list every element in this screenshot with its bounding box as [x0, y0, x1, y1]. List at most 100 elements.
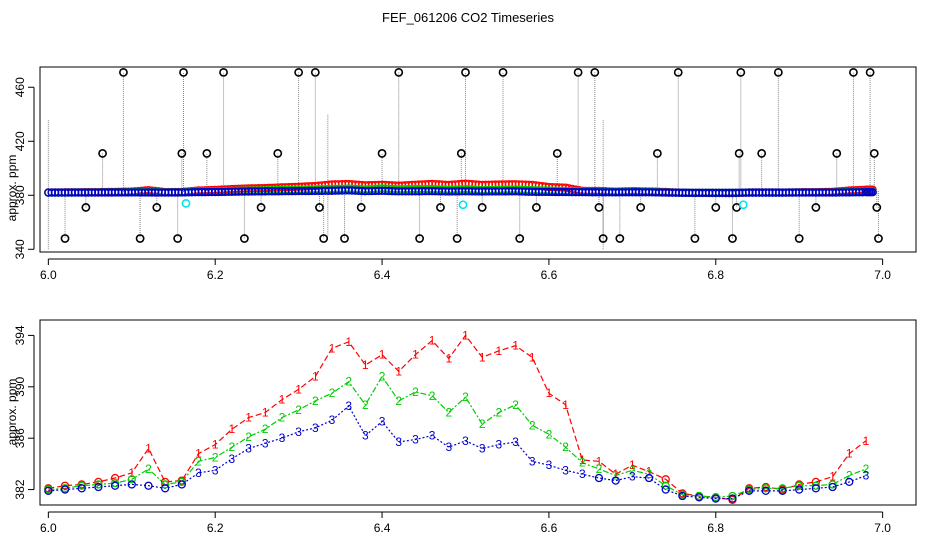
series-point-3: [77, 484, 86, 493]
outlier-point: [757, 149, 767, 158]
outlier-point: [394, 68, 404, 77]
outlier-point: [590, 68, 600, 77]
outlier-point: [498, 68, 508, 77]
series-point-3: [678, 491, 687, 501]
series-point-1: [60, 481, 70, 490]
series-marker-1: 1: [629, 458, 636, 472]
series-line-1: [48, 334, 867, 501]
series-marker-2: 2: [245, 430, 252, 444]
series-marker-3: 3: [429, 429, 436, 443]
outlier-point: [615, 234, 625, 243]
series-point-2: [94, 480, 103, 489]
y-tick-label: 390: [13, 376, 27, 396]
series-marker-2: 2: [262, 422, 269, 436]
series-point-3: [611, 476, 620, 485]
series-marker-1: 1: [596, 454, 603, 468]
series-marker-1: 1: [229, 422, 236, 436]
outlier-point: [573, 68, 583, 77]
series-marker-3: 3: [629, 470, 636, 484]
series-marker-3: 3: [229, 452, 236, 466]
series-marker-2: 2: [596, 462, 603, 476]
outlier-point: [294, 68, 304, 77]
series-marker-3: 3: [496, 438, 503, 452]
series-marker-2: 2: [546, 427, 553, 441]
outlier-point: [811, 203, 821, 212]
series-marker-3: 3: [512, 435, 519, 449]
outlier-point: [872, 203, 882, 212]
series-marker-2: 2: [229, 440, 236, 454]
series-marker-1: 1: [262, 406, 269, 420]
series-marker-3: 3: [329, 413, 336, 427]
series-marker-2: 2: [312, 394, 319, 408]
outlier-point: [477, 203, 487, 212]
series-marker-1: 1: [512, 339, 519, 353]
series-marker-2: 2: [429, 389, 436, 403]
outlier-point: [773, 68, 783, 77]
series-marker-1: 1: [562, 398, 569, 412]
series-marker-3: 3: [295, 425, 302, 439]
outlier-point: [60, 234, 70, 243]
series-marker-1: 1: [579, 453, 586, 467]
series-marker-2: 2: [345, 375, 352, 389]
top-x-axis: 6.0 6.2 6.4 6.6 6.8 7.0: [40, 258, 891, 282]
series-point-2: [778, 484, 787, 493]
outlier-point: [636, 203, 646, 212]
series-marker-2: 2: [279, 411, 286, 425]
series-marker-1: 1: [329, 341, 336, 355]
series-point-3: [127, 480, 136, 489]
bottom-x-axis: 6.0 6.2 6.4 6.6 6.8 7.0: [40, 511, 891, 535]
top-data-points: [44, 68, 883, 243]
outlier-point: [869, 149, 879, 158]
top-y-axis: 340 380 420 460: [13, 77, 35, 259]
series-marker-2: 2: [629, 463, 636, 477]
series-marker-1: 1: [846, 447, 853, 461]
series-marker-3: 3: [262, 436, 269, 450]
series-marker-2: 2: [195, 454, 202, 468]
outlier-point: [452, 234, 462, 243]
series-marker-2: 2: [496, 406, 503, 420]
series-marker-3: 3: [279, 431, 286, 445]
outlier-point: [177, 149, 187, 158]
series-marker-3: 3: [445, 440, 452, 454]
series-marker-2: 2: [212, 450, 219, 464]
outlier-point: [652, 149, 662, 158]
series-point-3: [694, 493, 704, 502]
outlier-point: [515, 234, 525, 243]
series-point-3: [177, 480, 186, 489]
x-tick-label: 6.6: [541, 268, 558, 282]
x-tick-label: 6.4: [374, 521, 391, 535]
series-line-2: [48, 375, 867, 498]
outlier-point: [319, 234, 329, 243]
outlier-point: [81, 203, 91, 212]
series-point-3: [845, 477, 854, 487]
outlier-point: [436, 203, 445, 212]
series-marker-3: 3: [362, 429, 369, 443]
y-tick-label: 382: [13, 479, 27, 499]
series-marker-2: 2: [579, 456, 586, 470]
series-point-3: [778, 486, 787, 496]
series-marker-3: 3: [579, 467, 586, 481]
point-channel-3: [868, 188, 877, 197]
y-tick-label: 386: [13, 428, 27, 448]
series-point-3: [94, 482, 103, 492]
series-marker-3: 3: [345, 399, 352, 413]
bottom-plot-frame: [39, 319, 917, 506]
series-point-2: [728, 491, 737, 501]
series-marker-2: 2: [395, 394, 402, 408]
outlier-point: [273, 149, 283, 158]
bottom-y-axis: 382 386 390 394: [13, 325, 35, 500]
x-tick-label: 6.2: [207, 521, 224, 535]
series-marker-1: 1: [612, 467, 619, 481]
series-marker-1: 1: [245, 411, 252, 425]
series-marker-2: 2: [512, 398, 519, 412]
series-marker-1: 1: [345, 335, 352, 349]
series-point-3: [711, 494, 720, 503]
series-point-3: [811, 484, 821, 493]
series-marker-3: 3: [379, 414, 386, 428]
outlier-point: [461, 68, 470, 77]
series-point-2: [110, 479, 120, 488]
series-marker-3: 3: [312, 421, 319, 435]
